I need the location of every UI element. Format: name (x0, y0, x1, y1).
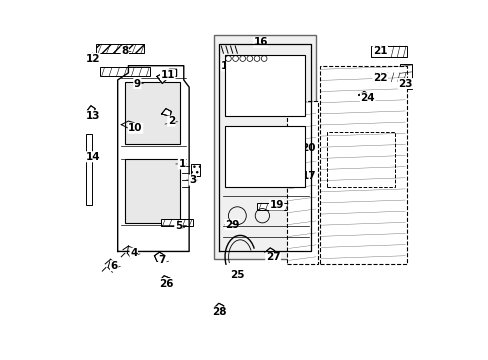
Text: 20: 20 (301, 143, 315, 153)
Text: 29: 29 (224, 220, 239, 230)
Polygon shape (159, 276, 170, 284)
Text: 8: 8 (121, 46, 128, 57)
Text: 28: 28 (212, 307, 226, 317)
Text: 4: 4 (130, 248, 137, 258)
FancyBboxPatch shape (96, 44, 144, 53)
Bar (124, 158, 180, 223)
Text: 10: 10 (128, 123, 142, 133)
Polygon shape (358, 91, 368, 100)
Polygon shape (214, 303, 224, 311)
Text: 7: 7 (158, 255, 166, 265)
Text: 3: 3 (189, 175, 196, 185)
FancyBboxPatch shape (370, 73, 406, 82)
FancyBboxPatch shape (85, 134, 92, 205)
Polygon shape (154, 252, 165, 261)
Text: 21: 21 (372, 46, 386, 57)
Text: 14: 14 (85, 152, 100, 162)
Text: 27: 27 (265, 252, 280, 262)
Text: 22: 22 (372, 73, 386, 83)
FancyBboxPatch shape (370, 46, 406, 57)
Text: 16: 16 (253, 37, 267, 48)
Polygon shape (87, 106, 95, 114)
FancyBboxPatch shape (257, 203, 288, 210)
Text: 19: 19 (269, 200, 283, 210)
FancyBboxPatch shape (319, 66, 406, 264)
FancyBboxPatch shape (160, 219, 192, 226)
Text: 9: 9 (134, 78, 141, 89)
FancyBboxPatch shape (100, 67, 149, 76)
Polygon shape (224, 220, 236, 229)
Polygon shape (294, 141, 304, 149)
Text: 24: 24 (360, 93, 374, 103)
Text: 18: 18 (221, 61, 235, 71)
FancyBboxPatch shape (299, 162, 310, 176)
Text: 25: 25 (230, 270, 244, 280)
Bar (224, 55, 305, 116)
Text: 15: 15 (233, 139, 248, 149)
Text: 11: 11 (160, 69, 175, 80)
Polygon shape (162, 109, 171, 116)
Text: 17: 17 (301, 171, 315, 181)
Bar (224, 126, 305, 187)
Text: 13: 13 (85, 111, 100, 121)
Text: 23: 23 (397, 78, 412, 89)
FancyBboxPatch shape (326, 132, 394, 187)
Text: 5: 5 (174, 221, 182, 231)
Text: 26: 26 (158, 279, 173, 289)
Text: 1: 1 (178, 159, 185, 169)
Polygon shape (157, 69, 176, 84)
FancyBboxPatch shape (287, 102, 317, 264)
FancyBboxPatch shape (214, 35, 315, 258)
Polygon shape (264, 248, 274, 257)
Bar (124, 82, 180, 144)
Text: 2: 2 (167, 116, 175, 126)
Text: 12: 12 (85, 54, 100, 64)
FancyBboxPatch shape (190, 164, 200, 176)
FancyBboxPatch shape (399, 64, 411, 89)
Text: 6: 6 (110, 261, 118, 271)
